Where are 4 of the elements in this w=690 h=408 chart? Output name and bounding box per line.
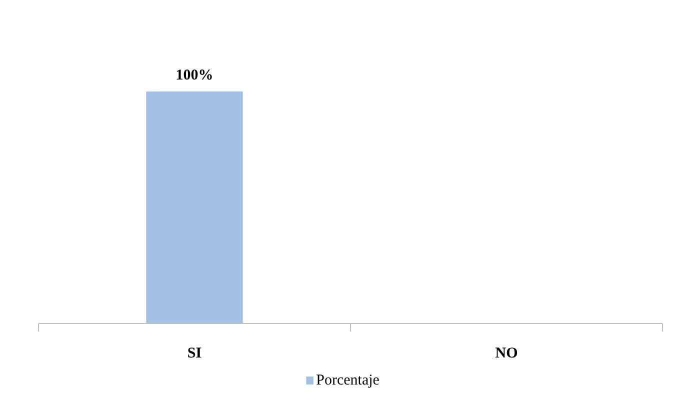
x-tick-label: SI — [187, 346, 202, 362]
legend-label: Porcentaje — [316, 372, 380, 388]
text: 100% — [176, 68, 214, 84]
x-tick-label: NO — [495, 346, 518, 362]
